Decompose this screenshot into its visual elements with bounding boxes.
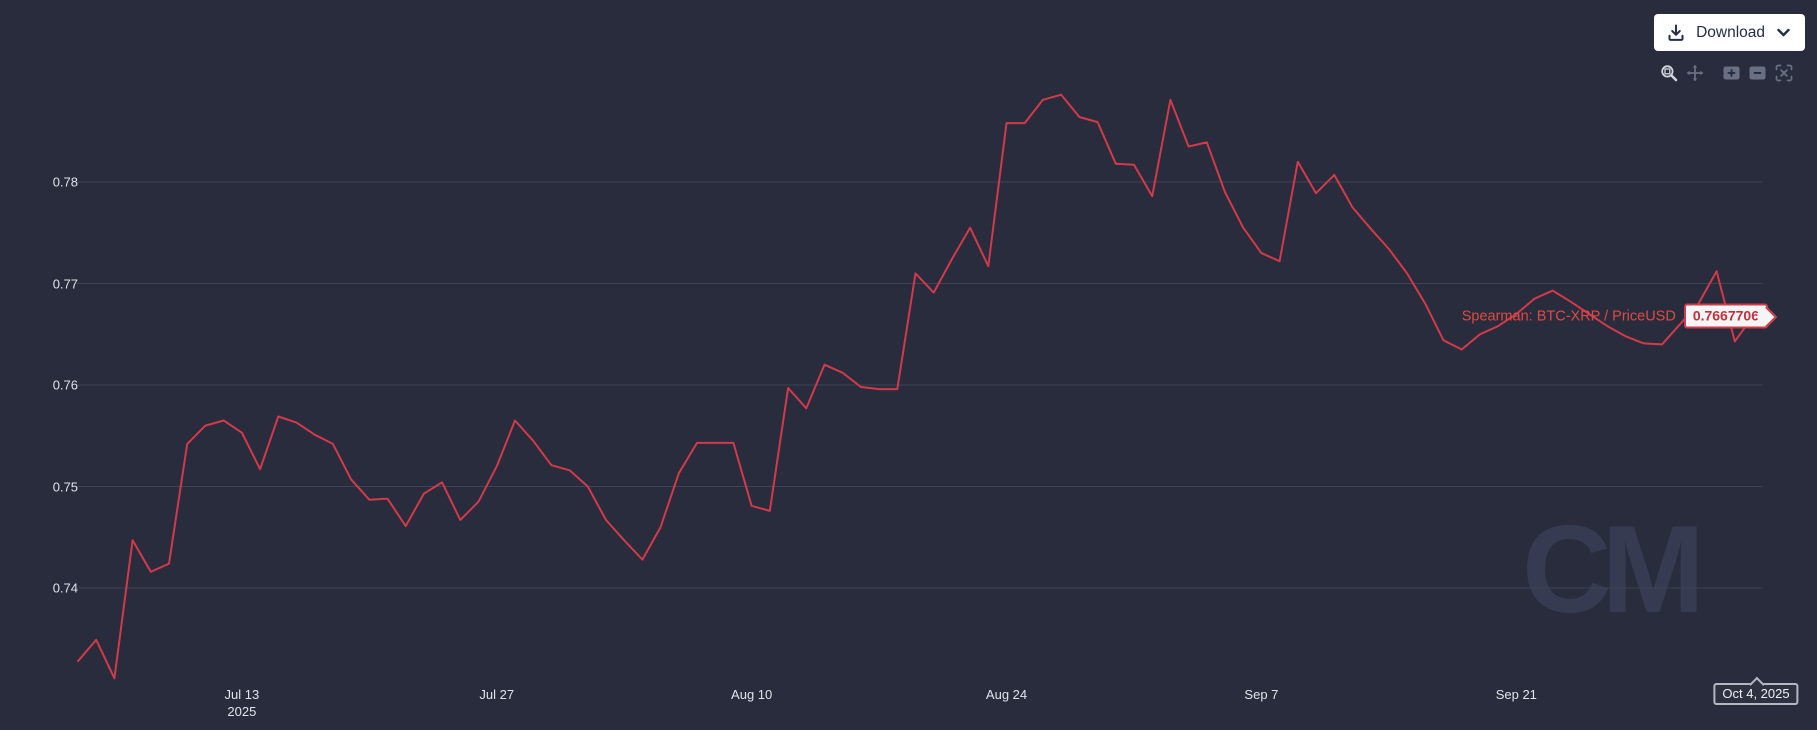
series-line[interactable] — [77, 93, 1754, 680]
x-tick-label: Aug 24 — [985, 687, 1028, 702]
cm-watermark: CM — [1522, 501, 1705, 639]
date-tooltip: Oct 4, 2025 — [1713, 676, 1799, 705]
download-label: Download — [1696, 23, 1765, 41]
zoom-in-icon[interactable] — [1722, 63, 1741, 82]
reset-axes-icon[interactable] — [1774, 63, 1793, 82]
chart-toolbar — [1659, 63, 1793, 82]
series-name-label: Spearman: BTC-XRP / PriceUSD — [1461, 308, 1676, 324]
y-tick-label: 0.74 — [52, 580, 78, 596]
series-end-label: Spearman: BTC-XRP / PriceUSD 0.7667706 — [1461, 303, 1778, 329]
x-tick-label: Sep 7 — [1244, 687, 1279, 702]
box-zoom-icon[interactable] — [1659, 63, 1678, 82]
x-tick-label: Sep 21 — [1495, 687, 1537, 702]
y-tick-label: 0.78 — [52, 174, 78, 190]
tooltip-date-text: Oct 4, 2025 — [1722, 686, 1790, 701]
x-tick-label: Jul 27 — [479, 687, 515, 702]
download-button[interactable]: Download — [1654, 14, 1805, 51]
zoom-out-icon[interactable] — [1748, 63, 1767, 82]
last-value-badge: 0.7667706 — [1683, 303, 1778, 329]
download-icon — [1668, 24, 1684, 41]
y-tick-label: 0.77 — [52, 276, 78, 291]
last-value-text: 0.7667706 — [1692, 307, 1759, 324]
x-tick-label: Jul 13 2025 — [224, 687, 260, 719]
pan-icon[interactable] — [1685, 63, 1704, 82]
y-tick-label: 0.75 — [52, 479, 78, 494]
y-tick-label: 0.76 — [52, 377, 78, 393]
x-tick-label: Aug 10 — [731, 687, 773, 702]
chevron-down-icon — [1777, 28, 1790, 37]
